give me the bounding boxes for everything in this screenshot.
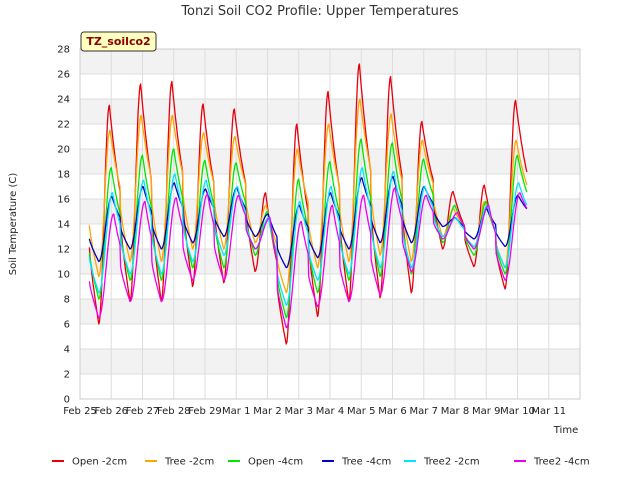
y-tick-label: 8 [64, 295, 70, 306]
x-tick-label: Mar 1 [222, 406, 250, 417]
series-lines [88, 63, 528, 345]
x-axis-label: Time [553, 425, 578, 436]
site-badge: TZ_soilco2 [80, 31, 157, 52]
y-tick-label: 6 [64, 320, 70, 331]
x-tick-label: Mar 10 [500, 406, 535, 417]
site-badge-box [80, 31, 157, 52]
series-line-tree2-2cm [88, 167, 528, 306]
x-tick-label: Mar 7 [410, 406, 438, 417]
x-tick-label: Mar 9 [472, 406, 500, 417]
legend-label: Tree -2cm [164, 457, 214, 468]
y-tick-label: 14 [57, 220, 70, 231]
legend-label: Open -4cm [248, 457, 303, 468]
x-tick-label: Mar 5 [347, 406, 375, 417]
y-tick-label: 24 [57, 95, 70, 106]
x-tick-label: Mar 3 [285, 406, 313, 417]
legend-label: Open -2cm [72, 457, 127, 468]
x-tick-label: Feb 28 [157, 406, 191, 417]
gridlines [79, 48, 580, 400]
x-tick-label: Mar 11 [531, 406, 566, 417]
y-tick-label: 22 [57, 120, 70, 131]
legend: Open -2cm Tree -2cm Open -4cm Tree -4cm Tree… [52, 457, 590, 468]
plot-area [79, 48, 581, 400]
x-tick-label: Mar 6 [378, 406, 406, 417]
legend-label: Tree -4cm [341, 457, 391, 468]
y-tick-label: 0 [64, 395, 70, 406]
series-line-tree-4cm [88, 175, 528, 269]
x-tick-label: Feb 29 [188, 406, 222, 417]
y-tick-label: 4 [64, 345, 70, 356]
y-tick-label: 28 [57, 45, 70, 56]
x-tick-label: Feb 26 [94, 406, 128, 417]
legend-label: Tree2 -2cm [423, 457, 480, 468]
x-tick-label: Feb 27 [126, 406, 160, 417]
y-tick-label: 16 [57, 195, 70, 206]
chart-title: Tonzi Soil CO2 Profile: Upper Temperatur… [180, 4, 459, 19]
site-badge-label: TZ_soilco2 [86, 35, 150, 48]
series-line-tree-2cm [88, 98, 528, 294]
y-tick-label: 12 [57, 245, 70, 256]
y-tick-label: 20 [57, 145, 70, 156]
y-tick-label: 10 [57, 270, 70, 281]
series-line-tree2-4cm [88, 187, 528, 329]
y-tick-label: 2 [64, 370, 70, 381]
y-tick-label: 18 [57, 170, 70, 181]
y-tick-label: 26 [57, 70, 70, 81]
y-axis-label: Soil Temperature (C) [8, 173, 19, 276]
x-tick-label: Mar 2 [253, 406, 281, 417]
x-tick-label: Feb 25 [63, 406, 97, 417]
legend-label: Tree2 -4cm [533, 457, 590, 468]
x-tick-label: Mar 8 [441, 406, 469, 417]
x-tick-label: Mar 4 [316, 406, 344, 417]
